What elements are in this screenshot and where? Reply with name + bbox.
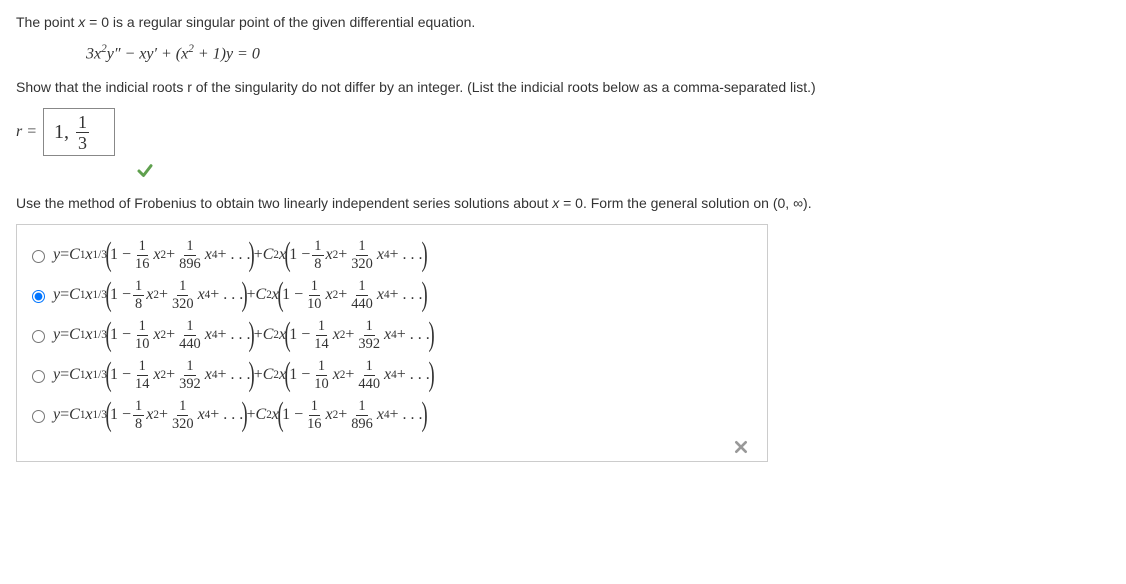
options-block: y = C1x1/3(1 − 116x2 + 1896x4 + . . .) +… bbox=[16, 224, 768, 462]
r-answer-int: 1, bbox=[54, 121, 69, 144]
differential-equation: 3x2y″ − xy′ + (x2 + 1)y = 0 bbox=[86, 43, 1110, 63]
show-text: Show that the indicial roots r of the si… bbox=[16, 77, 1110, 98]
option-row: y = C1x1/3(1 − 18x2 + 1320x4 + . . .) + … bbox=[27, 277, 757, 313]
option-row: y = C1x1/3(1 − 116x2 + 1896x4 + . . .) +… bbox=[27, 237, 757, 273]
r-label: r = bbox=[16, 123, 37, 141]
option-row: y = C1x1/3(1 − 110x2 + 1440x4 + . . .) +… bbox=[27, 317, 757, 353]
option-row: y = C1x1/3(1 − 114x2 + 1392x4 + . . .) +… bbox=[27, 357, 757, 393]
option-radio[interactable] bbox=[32, 330, 45, 343]
option-expression: y = C1x1/3(1 − 114x2 + 1392x4 + . . .) +… bbox=[53, 359, 433, 391]
option-expression: y = C1x1/3(1 − 18x2 + 1320x4 + . . .) + … bbox=[53, 279, 426, 311]
option-expression: y = C1x1/3(1 − 116x2 + 1896x4 + . . .) +… bbox=[53, 239, 426, 271]
correct-check-icon bbox=[136, 162, 1110, 183]
option-radio[interactable] bbox=[32, 250, 45, 263]
incorrect-x-icon bbox=[27, 437, 757, 455]
option-expression: y = C1x1/3(1 − 18x2 + 1320x4 + . . .) + … bbox=[53, 399, 426, 431]
intro-text: The point x = 0 is a regular singular po… bbox=[16, 12, 1110, 33]
option-radio[interactable] bbox=[32, 370, 45, 383]
option-radio[interactable] bbox=[32, 290, 45, 303]
option-expression: y = C1x1/3(1 − 110x2 + 1440x4 + . . .) +… bbox=[53, 319, 433, 351]
option-row: y = C1x1/3(1 − 18x2 + 1320x4 + . . .) + … bbox=[27, 397, 757, 433]
r-answer-box[interactable]: 1, 1 3 bbox=[43, 108, 115, 156]
r-answer-row: r = 1, 1 3 bbox=[16, 108, 1110, 156]
option-radio[interactable] bbox=[32, 410, 45, 423]
frac-den: 3 bbox=[76, 133, 89, 152]
frac-num: 1 bbox=[76, 113, 89, 133]
r-answer-frac: 1 3 bbox=[76, 113, 89, 152]
frobenius-text: Use the method of Frobenius to obtain tw… bbox=[16, 193, 1110, 214]
